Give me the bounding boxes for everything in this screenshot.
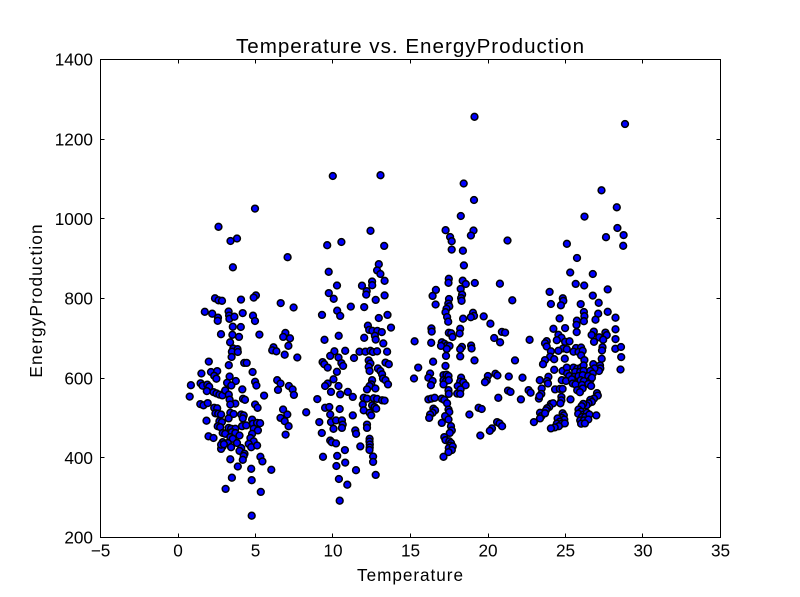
svg-text:200: 200 bbox=[64, 528, 93, 548]
svg-text:EnergyProduction: EnergyProduction bbox=[26, 223, 46, 377]
svg-text:Temperature vs. EnergyProducti: Temperature vs. EnergyProduction bbox=[236, 35, 585, 58]
svg-text:800: 800 bbox=[64, 289, 93, 309]
svg-text:25: 25 bbox=[556, 541, 575, 561]
svg-text:1400: 1400 bbox=[55, 50, 93, 70]
svg-text:10: 10 bbox=[323, 541, 342, 561]
svg-text:1000: 1000 bbox=[55, 209, 93, 229]
svg-text:Temperature: Temperature bbox=[357, 565, 464, 585]
svg-text:20: 20 bbox=[478, 541, 497, 561]
svg-text:400: 400 bbox=[64, 448, 93, 468]
svg-text:0: 0 bbox=[173, 541, 183, 561]
svg-text:5: 5 bbox=[251, 541, 261, 561]
svg-text:−5: −5 bbox=[91, 541, 111, 561]
svg-text:15: 15 bbox=[401, 541, 420, 561]
svg-text:600: 600 bbox=[64, 368, 93, 388]
svg-text:1200: 1200 bbox=[55, 129, 93, 149]
svg-text:30: 30 bbox=[633, 541, 652, 561]
svg-text:35: 35 bbox=[711, 541, 730, 561]
